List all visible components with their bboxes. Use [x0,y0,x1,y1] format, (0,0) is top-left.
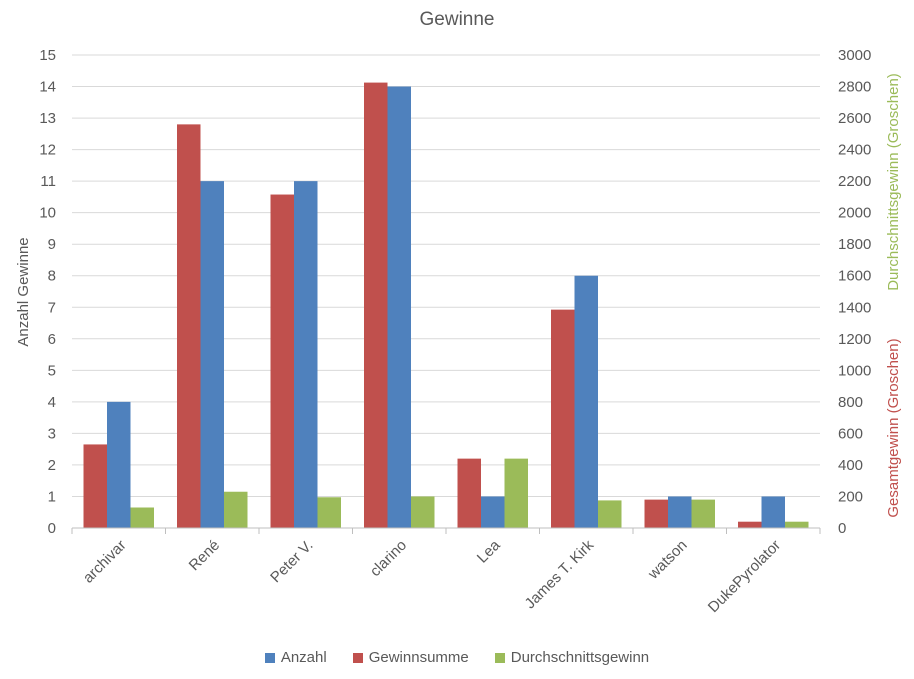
y-right-tick-label: 2400 [838,142,871,159]
bar-durchschnittsgewinn [598,500,622,528]
bar-durchschnittsgewinn [691,499,715,528]
bar-durchschnittsgewinn [224,491,248,528]
bar-gewinnsumme [738,521,762,528]
bar-durchschnittsgewinn [411,496,435,528]
legend-swatch-anzahl [264,652,275,663]
bar-gewinnsumme [644,499,668,528]
y-right-tick-label: 1600 [838,268,871,285]
bar-durchschnittsgewinn [130,507,154,528]
bar-gewinnsumme [457,458,481,528]
bar-anzahl [387,86,411,529]
bar-gewinnsumme [551,309,575,528]
bar-durchschnittsgewinn [785,521,809,528]
legend-label-durchschnittsgewinn: Durchschnittsgewinn [510,649,650,666]
legend-item-anzahl: Anzahl [264,649,327,666]
x-tick-label: Lea [474,536,504,566]
legend-swatch-gewinnsumme [352,652,363,663]
x-tick-label: Peter V. [267,537,316,586]
bar-durchschnittsgewinn [504,458,528,528]
y-right-tick-label: 1200 [838,331,871,348]
y-right-tick-label: 600 [838,425,863,442]
y-left-tick-label: 11 [40,173,56,190]
bar-anzahl [107,401,131,528]
legend-label-anzahl: Anzahl [280,649,327,666]
legend: Anzahl Gewinnsumme Durchschnittsgewinn [0,649,914,666]
chart-title: Gewinne [419,9,495,30]
y-left-axis-title: Anzahl Gewinne [15,237,32,346]
y-left-tick-label: 8 [48,268,56,285]
y-right-tick-label: 3000 [838,47,871,64]
bar-durchschnittsgewinn [317,497,341,528]
bar-gewinnsumme [177,124,201,528]
y-left-tick-label: 5 [48,362,56,379]
y-left-tick-label: 9 [48,236,56,253]
y-right-axis-title-durchschnitt: Durchschnittsgewinn (Groschen) [885,73,902,291]
legend-swatch-durchschnittsgewinn [494,652,505,663]
x-tick-label: René [186,537,223,574]
y-left-tick-label: 15 [39,47,56,64]
y-left-tick-label: 10 [39,205,56,222]
y-left-tick-label: 0 [48,520,56,537]
y-left-tick-label: 4 [48,394,56,411]
bar-anzahl [668,496,692,528]
y-left-tick-label: 14 [39,79,56,96]
x-tick-label: clarino [367,537,410,580]
y-left-tick-label: 2 [48,457,56,474]
bar-anzahl [481,496,505,528]
bar-gewinnsumme [83,444,107,528]
y-left-tick-label: 7 [48,299,56,316]
y-right-tick-label: 0 [838,520,846,537]
y-right-tick-label: 400 [838,457,863,474]
legend-item-gewinnsumme: Gewinnsumme [352,649,469,666]
legend-item-durchschnittsgewinn: Durchschnittsgewinn [494,649,650,666]
y-right-tick-label: 800 [838,394,863,411]
y-left-tick-label: 3 [48,425,56,442]
y-right-tick-label: 2000 [838,205,871,222]
bar-gewinnsumme [270,194,294,528]
y-right-tick-label: 1800 [838,236,871,253]
legend-label-gewinnsumme: Gewinnsumme [368,649,469,666]
bar-anzahl [574,275,598,528]
y-right-tick-label: 2200 [838,173,871,190]
x-tick-label: watson [644,537,690,583]
x-tick-label: archivar [80,537,130,587]
bar-anzahl [200,181,224,528]
y-left-tick-label: 12 [39,142,56,159]
bar-anzahl [761,496,785,528]
y-left-tick-label: 1 [48,488,56,505]
x-tick-label: James T. Kirk [522,536,598,612]
y-left-tick-label: 6 [48,331,56,348]
bar-gewinnsumme [364,82,388,528]
y-right-tick-label: 2800 [838,79,871,96]
y-right-tick-label: 1400 [838,299,871,316]
y-right-tick-label: 1000 [838,362,871,379]
y-right-axis-title-gesamt: Gesamtgewinn (Groschen) [885,338,902,517]
y-right-tick-label: 200 [838,488,863,505]
y-right-tick-label: 2600 [838,110,871,127]
y-left-tick-label: 13 [39,110,56,127]
x-tick-label: DukePyrolator [705,537,784,616]
bar-anzahl [294,181,318,528]
